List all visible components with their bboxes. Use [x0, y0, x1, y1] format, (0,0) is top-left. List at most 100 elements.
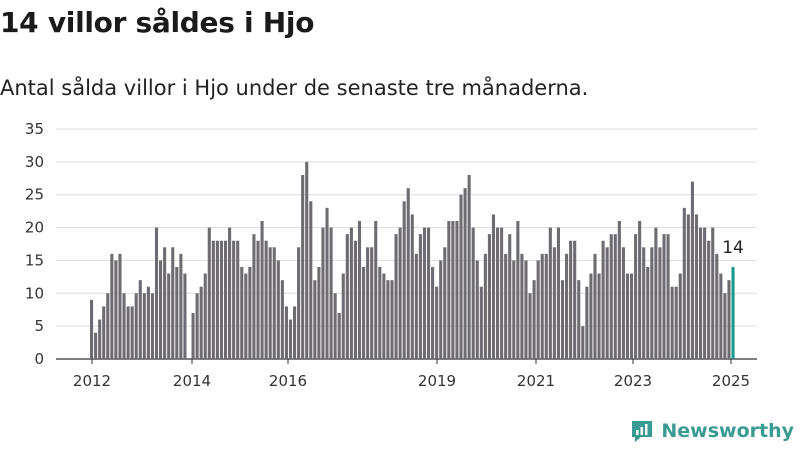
bar — [703, 227, 707, 359]
bar — [199, 286, 203, 359]
y-tick-label: 0 — [34, 350, 44, 368]
bar — [516, 221, 520, 359]
bar — [232, 240, 236, 359]
bar — [329, 227, 333, 359]
bar — [723, 293, 727, 359]
bar — [694, 214, 699, 359]
bar — [325, 207, 329, 359]
bar — [207, 227, 211, 359]
bar — [508, 234, 512, 359]
bar — [171, 247, 175, 359]
bar — [293, 306, 297, 359]
highlight-bar — [731, 267, 735, 359]
bar — [175, 267, 179, 359]
bar — [678, 273, 682, 359]
bar — [560, 280, 565, 359]
bar — [431, 267, 435, 359]
bar — [98, 319, 102, 359]
bar — [378, 267, 382, 359]
bar — [581, 326, 585, 359]
annotations: 14 — [722, 238, 744, 258]
bar — [252, 234, 256, 359]
x-tick-label: 2025 — [712, 372, 750, 390]
bar — [203, 273, 207, 359]
bar — [711, 227, 715, 359]
bar — [601, 240, 605, 359]
bar — [122, 293, 126, 359]
bar — [556, 227, 560, 359]
last-value-label: 14 — [722, 238, 744, 258]
bar — [163, 247, 167, 359]
bar — [613, 234, 617, 359]
brand-name: Newsworthy — [661, 420, 794, 442]
bar — [459, 194, 463, 359]
bar — [491, 214, 496, 359]
bar — [94, 332, 98, 359]
bar — [390, 280, 394, 359]
bar — [548, 227, 552, 359]
y-tick-label: 20 — [25, 219, 44, 237]
bar — [443, 247, 447, 359]
bar — [146, 286, 150, 359]
bar — [686, 214, 690, 359]
bar — [179, 253, 183, 359]
bar — [353, 240, 357, 359]
bar — [646, 267, 650, 359]
bar — [394, 234, 398, 359]
y-tick-label: 10 — [25, 284, 44, 302]
bar — [451, 221, 455, 359]
bar — [305, 161, 309, 359]
bar — [638, 221, 642, 359]
bar — [240, 267, 244, 359]
bar — [398, 227, 402, 359]
bar — [524, 260, 528, 359]
bar — [540, 253, 544, 359]
bar — [219, 240, 224, 359]
bar — [276, 260, 280, 359]
bar — [552, 247, 556, 359]
x-tick-label: 2012 — [73, 372, 111, 390]
bar — [288, 319, 293, 359]
bar — [150, 293, 154, 359]
bar — [309, 201, 313, 359]
bar — [426, 227, 431, 359]
bar — [707, 240, 711, 359]
bar — [642, 247, 646, 359]
bar — [102, 306, 106, 359]
bar — [236, 240, 240, 359]
bar — [471, 227, 475, 359]
bar — [629, 273, 634, 359]
bar — [159, 260, 163, 359]
bar — [191, 313, 195, 359]
bar — [260, 221, 264, 359]
bar — [617, 221, 621, 359]
x-axis-ticks: 2012 2014 2016 2019 2021 2023 2025 — [73, 359, 750, 390]
y-tick-label: 30 — [25, 153, 44, 171]
y-tick-label: 25 — [25, 186, 44, 204]
bar — [654, 227, 658, 359]
bar — [321, 227, 325, 359]
bar — [406, 188, 410, 359]
bar — [337, 313, 341, 359]
bar — [223, 240, 228, 359]
bar — [228, 227, 232, 359]
bar — [110, 253, 114, 359]
bar — [625, 273, 630, 359]
bar — [483, 253, 487, 359]
bar — [106, 293, 110, 359]
y-tick-label: 35 — [25, 120, 44, 138]
bar — [715, 253, 719, 359]
bar — [593, 253, 597, 359]
bar — [370, 247, 374, 359]
bar — [658, 247, 662, 359]
bar — [569, 240, 573, 359]
bar — [504, 253, 508, 359]
bar — [727, 280, 731, 359]
bar — [487, 234, 491, 359]
bar — [138, 280, 142, 359]
bar — [512, 260, 516, 359]
bar — [167, 273, 171, 359]
bar — [682, 207, 686, 359]
bar — [621, 247, 625, 359]
bar — [264, 240, 268, 359]
